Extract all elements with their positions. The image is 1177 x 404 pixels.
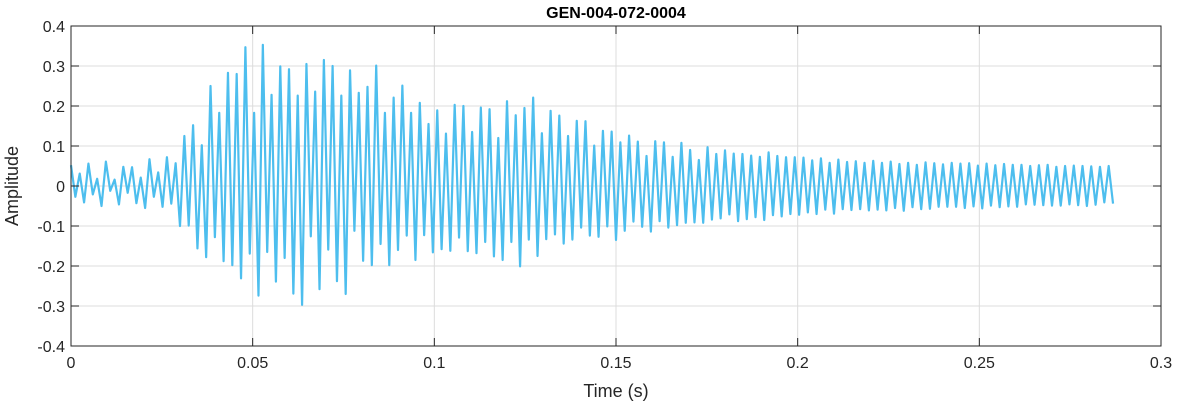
y-tick-label: -0.2 [37,259,65,276]
y-tick-label: -0.1 [37,219,65,236]
x-tick-label: 0.25 [964,355,995,372]
x-tick-labels: 0 0.05 0.1 0.15 0.2 0.25 0.3 [67,355,1173,372]
y-tick-label: 0.4 [43,19,65,36]
y-axis-label: Amplitude [2,146,22,226]
x-tick-label: 0.3 [1150,355,1172,372]
chart-title: GEN-004-072-0004 [546,5,686,22]
x-tick-label: 0.05 [237,355,268,372]
y-tick-label: 0.3 [43,59,65,76]
y-tick-label: 0 [56,179,65,196]
y-tick-label: -0.4 [37,339,65,356]
x-tick-label: 0 [67,355,76,372]
y-tick-label: 0.1 [43,139,65,156]
waveform-line [69,43,1115,306]
y-tick-labels: -0.4 -0.3 -0.2 -0.1 0 0.1 0.2 0.3 0.4 [37,19,65,356]
x-tick-label: 0.1 [423,355,445,372]
tick-marks [70,25,1162,347]
plot-series [69,43,1115,306]
x-axis-label: Time (s) [583,381,648,401]
x-tick-label: 0.15 [600,355,631,372]
y-tick-label: -0.3 [37,299,65,316]
y-tick-label: 0.2 [43,99,65,116]
x-tick-label: 0.2 [787,355,809,372]
